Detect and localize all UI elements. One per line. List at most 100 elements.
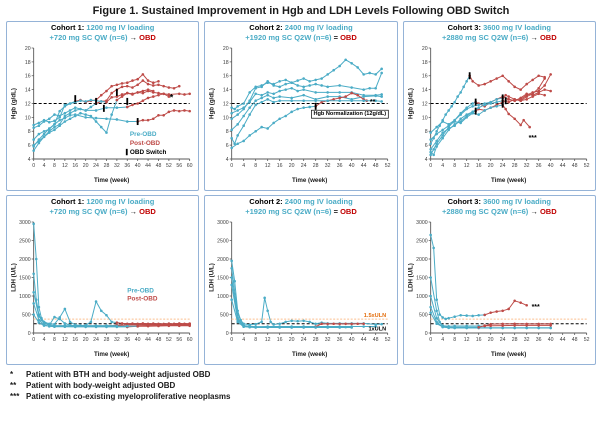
panel-header: Cohort 2: 2400 mg IV loading +1920 mg SC… <box>205 23 396 43</box>
cohort-label: Cohort 3: <box>447 197 481 206</box>
footnote-marker: * <box>10 370 14 379</box>
svg-text:Pre-OBD: Pre-OBD <box>127 287 154 294</box>
svg-text:12: 12 <box>463 163 469 169</box>
svg-text:*: * <box>170 93 174 103</box>
svg-text:16: 16 <box>475 337 481 343</box>
svg-text:16: 16 <box>72 337 78 343</box>
sc-dose: +720 mg SC QW (n=6) <box>49 207 128 216</box>
svg-text:1500: 1500 <box>19 275 31 281</box>
svg-text:44: 44 <box>559 163 565 169</box>
loading-dose: 2400 mg IV loading <box>284 197 353 206</box>
svg-text:36: 36 <box>124 163 130 169</box>
obd-label: OBD <box>139 207 156 216</box>
svg-text:Hgb Normalization (12g/dL): Hgb Normalization (12g/dL) <box>314 111 387 117</box>
obd-label: OBD <box>539 33 557 42</box>
svg-text:***: *** <box>531 304 539 311</box>
panel-ldh-cohort1: Cohort 1: 1200 mg IV loading +720 mg SC … <box>6 195 200 365</box>
svg-text:Time (week): Time (week) <box>292 177 327 184</box>
svg-text:14: 14 <box>422 88 428 94</box>
svg-text:0: 0 <box>429 163 432 169</box>
svg-text:16: 16 <box>223 74 229 80</box>
arrow-icon: → <box>129 33 138 42</box>
svg-text:32: 32 <box>325 337 331 343</box>
svg-text:60: 60 <box>187 337 193 343</box>
svg-text:20: 20 <box>487 337 493 343</box>
svg-text:32: 32 <box>325 163 331 169</box>
obd-label: OBD <box>340 33 357 42</box>
svg-text:28: 28 <box>313 337 319 343</box>
svg-text:48: 48 <box>156 337 162 343</box>
svg-text:0: 0 <box>231 163 234 169</box>
sc-dose: +1920 mg SC Q2W (n=6) <box>245 33 332 42</box>
svg-text:48: 48 <box>571 163 577 169</box>
figure-title: Figure 1. Sustained Improvement in Hgb a… <box>92 5 510 17</box>
svg-text:500: 500 <box>220 312 229 318</box>
footnote-marker: ** <box>10 381 17 390</box>
svg-text:8: 8 <box>453 337 456 343</box>
svg-text:4: 4 <box>43 337 46 343</box>
svg-text:12: 12 <box>265 337 271 343</box>
svg-text:8: 8 <box>424 129 427 135</box>
sc-dose: +2880 mg SC Q2W (n=6) <box>442 33 529 42</box>
svg-text:1500: 1500 <box>217 275 229 281</box>
panel-header: Cohort 1: 1200 mg IV loading +720 mg SC … <box>7 197 198 217</box>
svg-text:Hgb (g/dL): Hgb (g/dL) <box>11 88 18 119</box>
svg-text:4: 4 <box>441 163 444 169</box>
svg-text:12: 12 <box>62 163 68 169</box>
svg-text:Hgb (g/dL): Hgb (g/dL) <box>209 88 216 119</box>
svg-text:20: 20 <box>289 337 295 343</box>
panel-header: Cohort 3: 3600 mg IV loading +2880 mg SC… <box>404 197 595 217</box>
svg-text:32: 32 <box>114 337 120 343</box>
svg-text:4: 4 <box>424 157 427 163</box>
svg-text:1000: 1000 <box>19 294 31 300</box>
footnote-marker: *** <box>10 392 20 401</box>
panel-ldh-cohort2: Cohort 2: 2400 mg IV loading +1920 mg SC… <box>204 195 398 365</box>
svg-text:12: 12 <box>25 101 31 107</box>
equals-icon: = <box>333 33 338 42</box>
svg-text:0: 0 <box>32 163 35 169</box>
panel-ldh-cohort3: Cohort 3: 3600 mg IV loading +2880 mg SC… <box>402 195 596 365</box>
svg-text:28: 28 <box>511 337 517 343</box>
svg-text:Time (week): Time (week) <box>491 177 526 184</box>
svg-text:Time (week): Time (week) <box>292 351 327 358</box>
svg-text:OBD Switch: OBD Switch <box>130 149 167 156</box>
svg-text:8: 8 <box>453 163 456 169</box>
panel-hgb-cohort3: Cohort 3: 3600 mg IV loading +2880 mg SC… <box>402 21 596 191</box>
svg-text:1000: 1000 <box>217 294 229 300</box>
svg-text:52: 52 <box>166 163 172 169</box>
svg-text:40: 40 <box>547 337 553 343</box>
svg-text:44: 44 <box>145 337 151 343</box>
obd-label: OBD <box>139 33 156 42</box>
svg-text:8: 8 <box>255 163 258 169</box>
svg-text:8: 8 <box>226 129 229 135</box>
panel-grid: Cohort 1: 1200 mg IV loading +720 mg SC … <box>0 19 602 365</box>
svg-text:Time (week): Time (week) <box>491 351 526 358</box>
svg-text:48: 48 <box>156 163 162 169</box>
svg-text:4: 4 <box>243 337 246 343</box>
svg-text:20: 20 <box>83 337 89 343</box>
svg-text:16: 16 <box>422 74 428 80</box>
svg-text:1000: 1000 <box>416 294 428 300</box>
svg-text:4: 4 <box>226 157 229 163</box>
svg-text:32: 32 <box>523 163 529 169</box>
sc-dose: +2880 mg SC Q2W (n=6) <box>442 207 529 216</box>
footnote-text: Patient with BTH and body-weight adjuste… <box>26 370 211 379</box>
svg-text:2500: 2500 <box>416 238 428 244</box>
footnote-text: Patient with co-existing myeloproliferat… <box>26 392 231 401</box>
svg-text:36: 36 <box>337 337 343 343</box>
svg-text:16: 16 <box>475 163 481 169</box>
svg-text:8: 8 <box>53 163 56 169</box>
svg-text:48: 48 <box>571 337 577 343</box>
svg-text:1xULN: 1xULN <box>369 327 387 333</box>
svg-text:36: 36 <box>535 337 541 343</box>
svg-text:20: 20 <box>83 163 89 169</box>
svg-text:10: 10 <box>25 115 31 121</box>
svg-text:LDH (U/L): LDH (U/L) <box>407 263 414 292</box>
svg-text:4: 4 <box>243 163 246 169</box>
svg-text:3000: 3000 <box>19 220 31 226</box>
